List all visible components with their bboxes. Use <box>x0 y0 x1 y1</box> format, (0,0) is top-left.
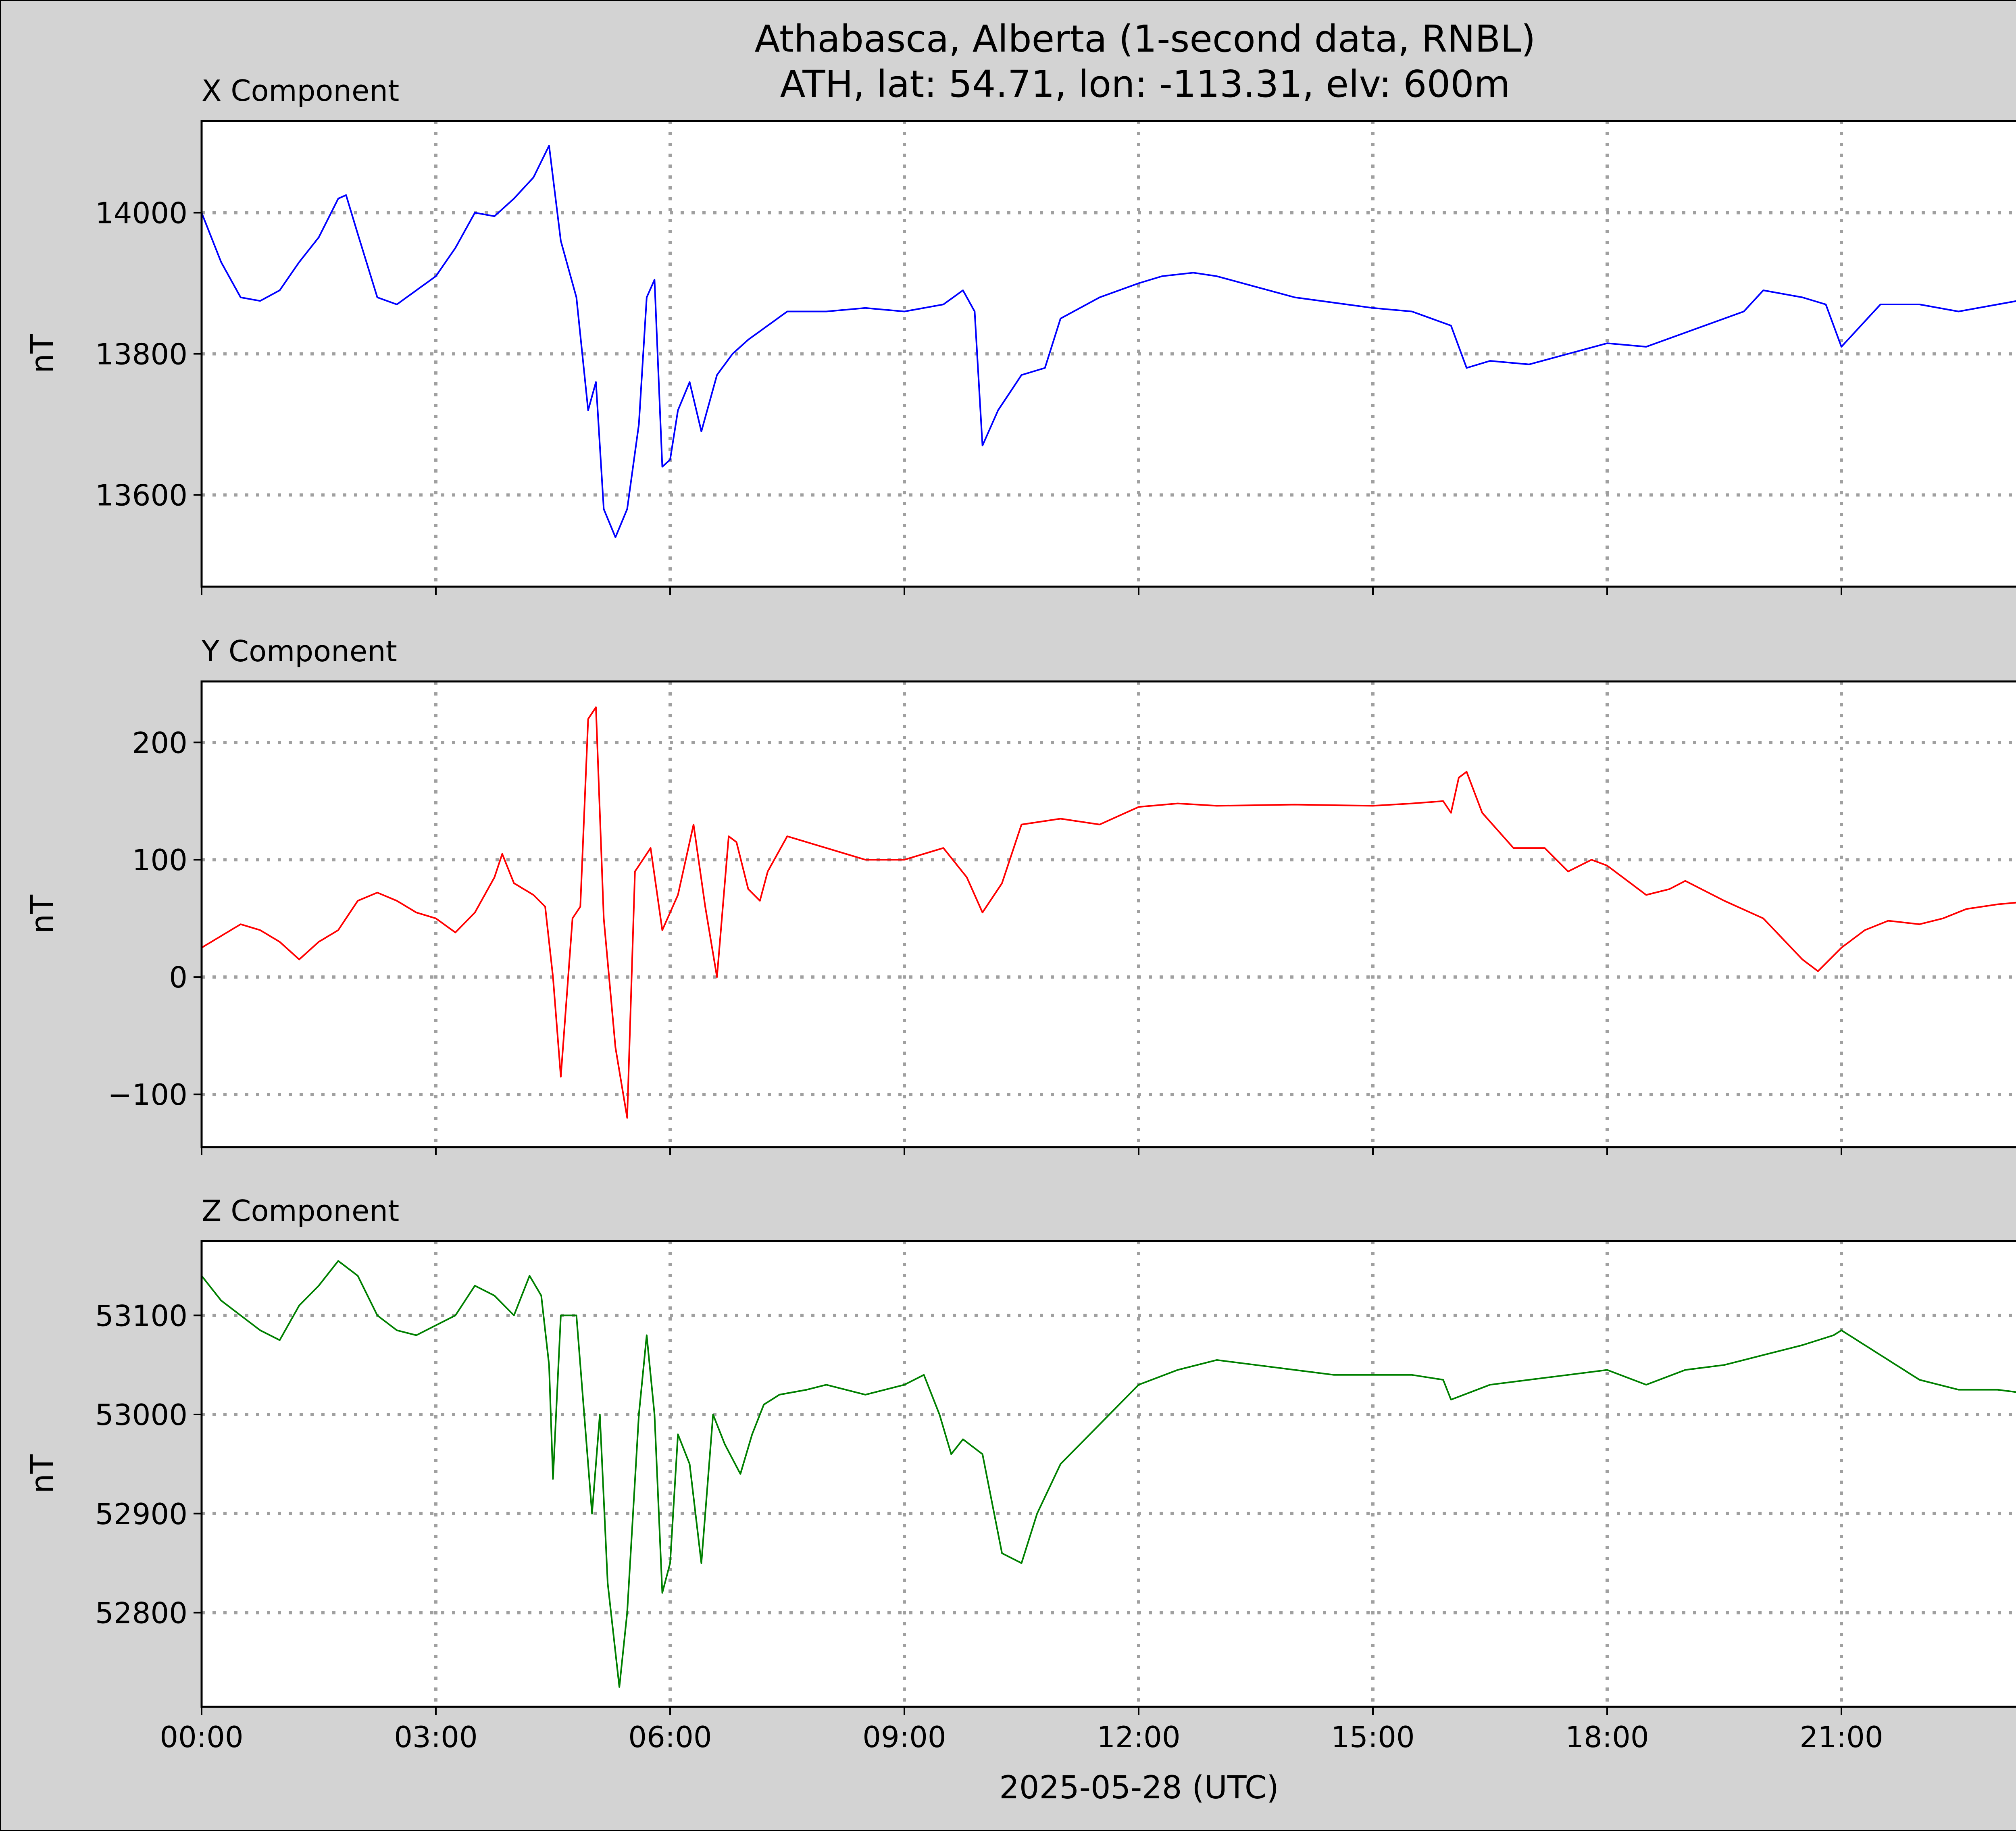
y-tick-label: 0 <box>169 960 187 994</box>
series-line <box>201 145 2016 538</box>
x-axis-label: 2025-05-28 (UTC) <box>999 1770 1279 1806</box>
x-tick-label: 03:00 <box>394 1720 478 1754</box>
panel-y-component: −100 0 100 200 Y Component nT <box>25 634 2016 1155</box>
x-tick-label: 06:00 <box>628 1720 712 1754</box>
panels: 13600 13800 14000 X Component nT −100 0 100 200 Y… <box>25 74 2016 1754</box>
y-tick-label: 13600 <box>95 479 187 512</box>
panel-x-component: 13600 13800 14000 X Component nT <box>25 74 2016 595</box>
panel-z-component: 00:00 03:00 06:00 09:00 12:00 15:00 18:00 21:00… <box>25 1194 2016 1754</box>
x-tick-label: 18:00 <box>1565 1720 1649 1754</box>
y-tick-label: 53100 <box>95 1299 187 1333</box>
figure-title-line1: Athabasca, Alberta (1-second data, RNBL) <box>755 17 1536 60</box>
y-axis-label: nT <box>25 334 61 373</box>
series-line <box>201 706 2016 1119</box>
plot-frame <box>200 120 2016 588</box>
y-tick-label: 52900 <box>95 1497 187 1531</box>
series-line <box>201 1260 2016 1688</box>
plot-area <box>202 121 2016 587</box>
panel-title: Y Component <box>201 634 397 668</box>
y-tick-label: 52800 <box>95 1596 187 1630</box>
x-tick-label: 09:00 <box>862 1720 946 1754</box>
y-tick-label: −100 <box>108 1078 187 1112</box>
y-tick-label: 100 <box>132 843 187 877</box>
plot-frame <box>200 680 2016 1148</box>
plot-area <box>202 1241 2016 1707</box>
x-tick-label: 21:00 <box>1799 1720 1883 1754</box>
y-axis-label: nT <box>25 895 61 934</box>
plot-area <box>202 681 2016 1147</box>
panel-title: Z Component <box>202 1194 399 1228</box>
plot-frame <box>200 1240 2016 1708</box>
x-tick-label: 12:00 <box>1097 1720 1181 1754</box>
y-tick-label: 14000 <box>95 196 187 230</box>
y-tick-label: 13800 <box>95 337 187 371</box>
figure-title-line2: ATH, lat: 54.71, lon: -113.31, elv: 600m <box>780 62 1510 106</box>
y-tick-label: 200 <box>132 726 187 760</box>
y-tick-label: 53000 <box>95 1398 187 1432</box>
y-axis-label: nT <box>25 1454 61 1494</box>
x-tick-label: 00:00 <box>160 1720 244 1754</box>
x-tick-label: 15:00 <box>1331 1720 1415 1754</box>
panel-title: X Component <box>202 74 399 108</box>
